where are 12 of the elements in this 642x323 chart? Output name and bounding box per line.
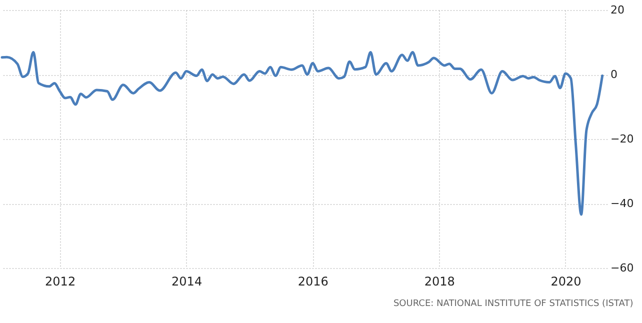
x-tick-label: 2016: [298, 274, 328, 288]
y-tick-label: −60: [610, 262, 634, 274]
line-series: [0, 50, 604, 216]
x-tick-label: 2012: [45, 274, 76, 288]
y-tick-label: 0: [610, 68, 618, 81]
y-tick-label: −40: [610, 197, 634, 210]
y-tick-label: 20: [610, 4, 624, 16]
x-tick-label: 2020: [550, 274, 582, 288]
x-tick-label: 2014: [172, 274, 202, 288]
x-tick-label: 2018: [424, 274, 455, 288]
y-tick-label: −20: [610, 132, 634, 146]
source-note: SOURCE: NATIONAL INSTITUTE OF STATISTICS (ISTAT): [393, 299, 634, 309]
